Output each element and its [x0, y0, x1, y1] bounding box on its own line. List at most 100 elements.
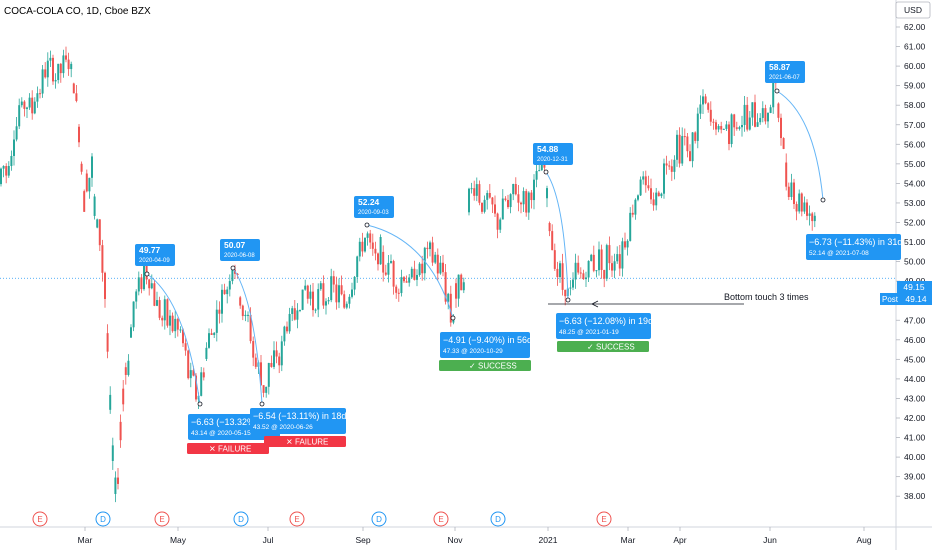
candle-body: [377, 253, 379, 265]
peak-value: 52.24: [358, 197, 380, 207]
candle-body: [127, 360, 130, 375]
earnings-marker[interactable]: [433, 511, 449, 527]
candle-body: [122, 388, 125, 405]
candle-body: [790, 182, 793, 197]
candle-body: [631, 212, 634, 215]
candle-body: [556, 268, 559, 278]
dividend-marker[interactable]: [233, 511, 249, 527]
trough-dot: [565, 297, 571, 303]
candle-body: [657, 192, 660, 197]
candle-body: [457, 274, 460, 299]
y-tick-label: 45.00: [904, 354, 926, 364]
candle-body: [26, 107, 28, 109]
y-tick-label: 50.00: [904, 257, 926, 267]
candle-body: [148, 279, 151, 289]
candle-body: [327, 300, 330, 302]
candle-body: [748, 117, 751, 130]
candle-body: [587, 260, 590, 278]
drop-detail: 43.52 @ 2020-06-26: [253, 424, 313, 431]
peak-date: 2021-06-07: [769, 75, 800, 81]
candle-body: [590, 254, 593, 261]
candle-body: [707, 103, 710, 110]
candle-body: [49, 57, 52, 61]
candle-body: [182, 329, 184, 344]
drop-change: −6.73 (−11.43%) in 31d: [809, 237, 902, 247]
time-axis[interactable]: Mar May Jul Sep Nov 2021 Mar Apr Jun Aug: [78, 527, 872, 545]
result-label: SUCCESS: [596, 343, 635, 352]
candle-body: [637, 195, 639, 200]
earnings-marker[interactable]: [154, 511, 170, 527]
candle-body: [179, 329, 182, 331]
candle-body: [332, 276, 335, 285]
candle-body: [330, 276, 333, 301]
projection-arc: [545, 171, 569, 301]
candle-body: [184, 343, 187, 351]
candle-body: [314, 309, 317, 311]
candle-body: [210, 333, 213, 336]
candle-body: [343, 294, 346, 308]
candle-body: [288, 313, 291, 332]
candle-body: [46, 60, 49, 78]
candle-body: [616, 254, 619, 262]
plot-area[interactable]: [0, 0, 896, 527]
candle-body: [39, 93, 41, 95]
candle-body: [449, 293, 452, 323]
candle-body: [514, 184, 517, 195]
candle-body: [470, 188, 473, 190]
candle-body: [296, 310, 299, 320]
candle-body: [800, 193, 803, 212]
peak-date: 2020-04-09: [139, 258, 170, 264]
candle-body: [764, 108, 767, 122]
candle-body: [59, 63, 62, 74]
candle-body: [111, 445, 114, 461]
earnings-marker[interactable]: [289, 511, 305, 527]
price-axis[interactable]: 62.00 61.00 60.00 59.00 58.00 57.00 56.00 55.00…: [896, 22, 926, 501]
candle-body: [608, 245, 611, 264]
candle-body: [728, 124, 730, 145]
candle-body: [577, 262, 580, 273]
candle-body: [145, 262, 148, 280]
event-letter: E: [438, 515, 443, 524]
earnings-marker[interactable]: [596, 511, 612, 527]
candle-body: [325, 301, 327, 306]
y-tick-label: 51.00: [904, 237, 926, 247]
candle-body: [483, 199, 486, 212]
currency-box[interactable]: [895, 1, 931, 19]
drop-label-box: [806, 234, 901, 260]
bottom-touch-arrow-icon: [591, 300, 599, 308]
y-tick-label: 60.00: [904, 61, 926, 71]
candle-body: [72, 83, 75, 94]
candle-body: [655, 192, 658, 206]
candle-body: [270, 362, 273, 367]
post-price-value: 49.14: [905, 294, 927, 304]
candle-body: [114, 477, 117, 494]
drop-label-box: [556, 313, 651, 339]
projection-arcs: [146, 90, 824, 405]
dividend-marker[interactable]: [490, 511, 506, 527]
candle-body: [244, 314, 247, 317]
candle-body: [733, 114, 736, 128]
candle-body: [683, 136, 686, 138]
candle-body: [431, 242, 434, 263]
candle-body: [91, 156, 93, 178]
dividend-marker[interactable]: [371, 511, 387, 527]
candle-body: [694, 132, 697, 141]
candle-body: [460, 274, 463, 291]
candle-body: [754, 102, 756, 127]
candle-body: [595, 270, 598, 272]
candle-body: [811, 213, 814, 222]
candle-body: [226, 289, 229, 295]
peak-label-box: [354, 196, 394, 218]
projection-arc: [232, 267, 263, 405]
y-tick-label: 40.00: [904, 452, 926, 462]
candle-body: [208, 333, 210, 348]
earnings-marker[interactable]: [32, 511, 48, 527]
candle-body: [501, 198, 504, 220]
candle-body: [299, 309, 301, 311]
candle-body: [715, 122, 717, 130]
peak-value: 54.88: [537, 144, 559, 154]
dividend-marker[interactable]: [95, 511, 111, 527]
candle-body: [275, 350, 278, 357]
